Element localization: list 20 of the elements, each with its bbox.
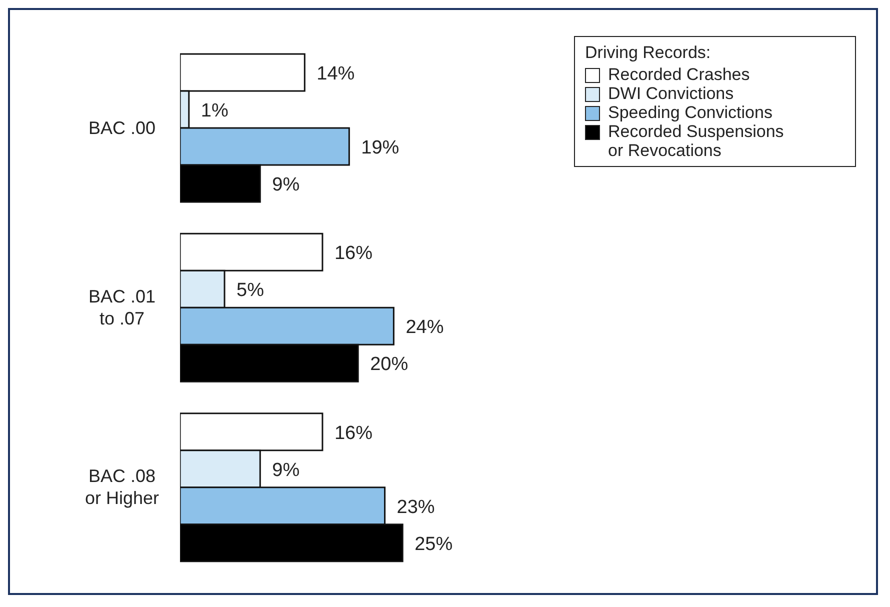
data-label: 9% <box>272 174 300 196</box>
legend-title: Driving Records: <box>585 43 712 63</box>
data-label: 16% <box>334 422 373 444</box>
legend-label: DWI Convictions <box>608 84 734 103</box>
data-label: 16% <box>334 243 373 264</box>
data-label: 9% <box>272 460 300 481</box>
y-tick-label: BAC .00 <box>88 118 156 138</box>
data-label: 24% <box>406 317 444 338</box>
text: Recorded Crashes <box>608 65 750 84</box>
legend-label: Recorded Suspensions or Revocations <box>608 122 784 160</box>
data-label: 25% <box>414 534 453 555</box>
data-label: 14% <box>316 64 355 84</box>
data-label: 23% <box>396 496 435 518</box>
legend-label: Speeding Convictions <box>608 103 772 122</box>
data-label: 1% <box>200 100 228 122</box>
data-label: 5% <box>236 280 264 302</box>
data-label: 20% <box>370 354 408 376</box>
y-tick-label: BAC .08 or Higher <box>84 466 160 508</box>
data-label: 19% <box>361 138 400 158</box>
y-tick-label: BAC .01 to .07 <box>88 286 156 328</box>
